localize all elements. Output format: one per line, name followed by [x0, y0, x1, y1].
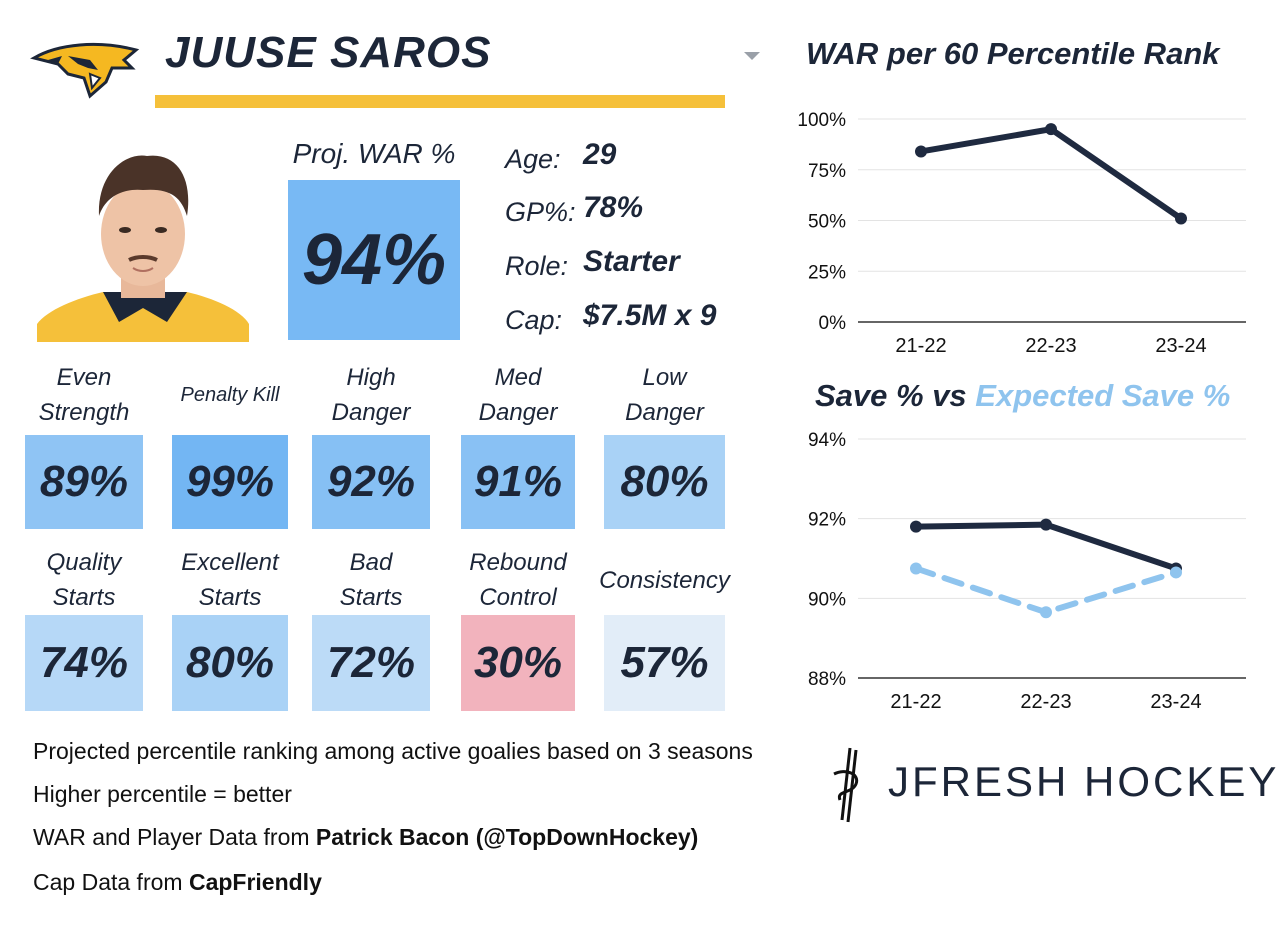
stat-label: Med Danger — [452, 360, 584, 430]
stat-value-box: 91% — [461, 435, 575, 529]
age-label: Age: — [505, 144, 561, 174]
stat-value-box: 72% — [312, 615, 430, 711]
stat-label: Even Strength — [18, 360, 150, 430]
data-point — [910, 562, 922, 575]
save-chart: 88% 90% 92% 94% 21-22 22-23 23-24 — [808, 430, 1246, 713]
stat-label: Penalty Kill — [164, 360, 296, 430]
team-logo — [30, 42, 140, 99]
data-point — [1045, 123, 1057, 136]
stat-label-line: Strength — [38, 399, 130, 426]
footer-line-2: Higher percentile = better — [33, 781, 292, 807]
y-tick-label: 90% — [808, 589, 846, 610]
stat-value-box: 57% — [604, 615, 725, 711]
stat-label-line: Quality — [46, 549, 122, 576]
stat-label: High Danger — [305, 360, 437, 430]
series-line — [913, 521, 1179, 572]
stat-label-line: Control — [479, 584, 557, 611]
stat-value-box: 74% — [25, 615, 143, 711]
stat-label-line: Starts — [198, 584, 262, 611]
stat-label: Rebound Control — [452, 545, 584, 615]
stat-value-box: 99% — [172, 435, 288, 529]
stat-label-line: High — [346, 364, 396, 391]
data-point — [1175, 212, 1187, 225]
footer-line-3: WAR and Player Data from Patrick Bacon (… — [33, 824, 698, 851]
footer-line-3-prefix: WAR and Player Data from — [33, 824, 316, 850]
stat-label-line: Even — [56, 364, 112, 391]
stat-label-line: Starts — [339, 584, 403, 611]
data-point — [1040, 518, 1052, 531]
stat-label-line: Rebound — [469, 549, 567, 576]
stat-label-line: Starts — [52, 584, 116, 611]
stat-label: Low Danger — [599, 360, 731, 430]
expected-save-line — [913, 565, 1179, 616]
x-tick-label: 23-24 — [1155, 335, 1206, 357]
stat-label-line: Low — [642, 364, 687, 391]
stat-value-box: 30% — [461, 615, 575, 711]
stat-value-box: 80% — [172, 615, 288, 711]
stat-value-box: 80% — [604, 435, 725, 529]
data-point — [1040, 606, 1052, 619]
role-label: Role: — [505, 251, 569, 281]
war-chart: 0% 25% 50% 75% 100% 21-22 22-23 23-24 — [797, 110, 1246, 357]
chevron-down-icon[interactable] — [744, 52, 760, 60]
brand-name: JFRESH HOCKEY — [888, 758, 1280, 805]
y-tick-label: 75% — [808, 161, 846, 182]
stat-label-line: Bad — [349, 549, 393, 576]
x-tick-label: 22-23 — [1025, 335, 1076, 357]
stat-label-line: Danger — [478, 399, 558, 426]
expected-title-part: Expected Save % — [975, 378, 1231, 413]
stat-label-line: Penalty Kill — [180, 383, 280, 406]
name-underline — [155, 95, 725, 108]
war-chart-title: WAR per 60 Percentile Rank — [806, 36, 1220, 71]
y-tick-label: 50% — [808, 212, 846, 233]
source-link-capfriendly: CapFriendly — [188, 869, 322, 895]
cap-label: Cap: — [505, 305, 563, 335]
role-value: Starter — [583, 245, 680, 278]
footer-line-4-prefix: Cap Data from — [33, 869, 189, 895]
gp-label: GP%: — [505, 197, 576, 227]
y-tick-label: 100% — [797, 110, 846, 131]
footer-line-1: Projected percentile ranking among activ… — [33, 738, 753, 764]
save-chart-title: Save % vs Expected Save % — [815, 378, 1230, 414]
y-tick-label: 88% — [808, 669, 846, 690]
x-tick-label: 21-22 — [895, 335, 946, 357]
stat-label-line: Danger — [625, 399, 704, 426]
stat-label-line: Consistency — [599, 566, 730, 594]
gp-value: 78% — [583, 191, 644, 224]
series-line — [918, 126, 1184, 222]
stat-label: Consistency — [599, 545, 731, 615]
proj-war-label: Proj. WAR % — [292, 138, 456, 169]
x-tick-label: 22-23 — [1020, 691, 1071, 713]
y-tick-label: 25% — [808, 262, 846, 283]
age-value: 29 — [583, 138, 617, 171]
stat-value-box: 92% — [312, 435, 430, 529]
y-tick-label: 92% — [808, 510, 846, 531]
proj-war-box: 94% — [288, 180, 460, 340]
save-title-part: Save % vs — [815, 378, 976, 413]
y-tick-label: 0% — [819, 313, 847, 334]
player-photo — [37, 155, 249, 342]
data-point — [915, 145, 927, 158]
stat-label: Quality Starts — [18, 545, 150, 615]
x-tick-label: 21-22 — [890, 691, 941, 713]
stat-label: Bad Starts — [305, 545, 437, 615]
y-tick-label: 94% — [808, 430, 846, 451]
data-point — [910, 520, 922, 533]
source-link-bacon: Patrick Bacon (@TopDownHockey) — [315, 824, 699, 850]
stat-label-line: Med — [494, 364, 542, 391]
data-point — [1170, 566, 1182, 579]
stat-label-line: Excellent — [181, 549, 279, 576]
stat-label-line: Danger — [331, 399, 411, 426]
footer-line-4: Cap Data from CapFriendly — [33, 869, 322, 896]
player-name: JUUSE SAROS — [165, 28, 492, 77]
stat-label: Excellent Starts — [164, 545, 296, 615]
x-tick-label: 23-24 — [1150, 691, 1201, 713]
brand-logo-icon — [833, 747, 859, 823]
cap-value: $7.5M x 9 — [583, 299, 717, 332]
stat-value-box: 89% — [25, 435, 143, 529]
